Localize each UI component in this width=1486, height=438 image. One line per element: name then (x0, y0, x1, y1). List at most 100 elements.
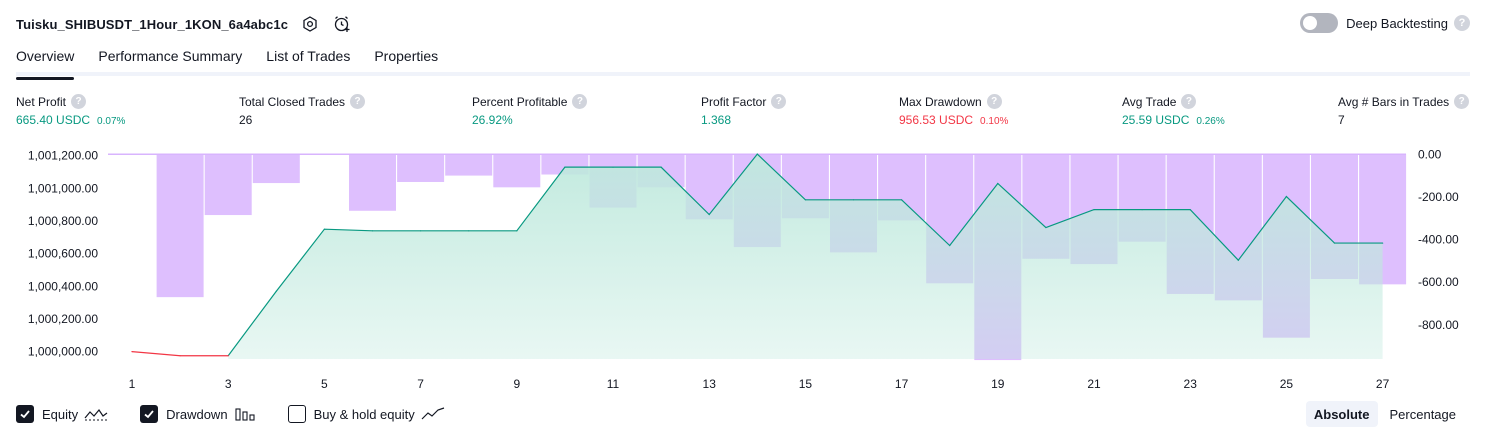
metric-label: Avg Trade (1122, 94, 1177, 109)
legend-buy-hold-equity[interactable]: Buy & hold equity (287, 405, 445, 423)
help-icon[interactable]: ? (350, 94, 366, 109)
x-axis-tick-label: 5 (321, 377, 328, 391)
mode-percentage[interactable]: Percentage (1389, 406, 1457, 422)
equity-checkbox[interactable] (16, 405, 34, 423)
help-icon[interactable]: ? (1454, 94, 1470, 109)
equity-point (660, 166, 662, 168)
metric-label: Avg # Bars in Trades (1338, 94, 1450, 109)
right-axis-tick-label: -600.00 (1418, 275, 1459, 289)
drawdown-bar (493, 154, 541, 188)
metric-net-profit: Net Profit? 665.40 USDC 0.07% (16, 93, 125, 127)
equity-point (708, 213, 710, 216)
equity-point (1382, 242, 1384, 244)
metrics-row: Net Profit? 665.40 USDC 0.07% Total Close… (0, 93, 1486, 133)
metric-profit-factor: Profit Factor? 1.368 (701, 93, 787, 127)
buy-hold-line-icon (421, 407, 445, 421)
x-axis-tick-label: 17 (895, 377, 909, 391)
strategy-title: Tuisku_SHIBUSDT_1Hour_1KON_6a4abc1c (16, 16, 289, 32)
left-axis-tick-label: 1,000,000.00 (28, 345, 98, 359)
metric-percent: 0.07% (97, 116, 126, 127)
deep-backtesting: Deep Backtesting ? (1300, 13, 1470, 33)
x-axis-tick-label: 3 (225, 377, 232, 391)
equity-point (516, 230, 518, 232)
equity-point (371, 230, 374, 232)
alarm-clock-plus-icon[interactable] (330, 12, 354, 36)
equity-drawdown-chart[interactable]: 1,000,000.00 1,000,200.00 1,000,400.00 1,00… (0, 140, 1486, 400)
drawdown-checkbox[interactable] (140, 405, 159, 423)
metric-percent: 0.26% (1196, 116, 1225, 127)
left-axis-tick-label: 1,000,600.00 (28, 247, 98, 261)
equity-point (949, 244, 951, 247)
x-axis: 1 3 5 7 9 11 13 15 17 19 21 23 25 27 (129, 377, 1390, 391)
equity-point (1237, 259, 1239, 261)
equity-point (1285, 195, 1287, 198)
metric-value: 665.40 USDC (16, 113, 91, 127)
equity-point (468, 230, 470, 232)
help-icon[interactable]: ? (986, 94, 1002, 109)
help-icon[interactable]: ? (771, 94, 787, 109)
right-axis-tick-label: -400.00 (1418, 233, 1459, 247)
metric-percent: 0.10% (980, 116, 1009, 127)
tab-properties[interactable]: Properties (374, 48, 439, 64)
metric-label: Total Closed Trades (239, 94, 346, 109)
toggle-knob (1303, 16, 1318, 30)
equity-point (275, 290, 277, 292)
tab-overview[interactable]: Overview (16, 44, 75, 80)
right-axis: 0.00 -200.00 -400.00 -600.00 -800.00 (1418, 147, 1459, 332)
right-axis-tick-label: -200.00 (1418, 190, 1459, 204)
x-axis-tick-label: 15 (799, 377, 813, 391)
metric-max-drawdown: Max Drawdown? 956.53 USDC 0.10% (899, 93, 1008, 127)
metric-value: 26 (239, 113, 253, 127)
equity-line (131, 153, 1384, 357)
equity-point (997, 182, 999, 185)
x-axis-tick-label: 7 (417, 377, 424, 391)
metric-value: 26.92% (472, 113, 513, 127)
deep-backtesting-label: Deep Backtesting (1346, 15, 1448, 31)
tab-performance-summary[interactable]: Performance Summary (98, 48, 243, 64)
metric-value: 7 (1338, 113, 1345, 127)
left-axis-tick-label: 1,000,800.00 (28, 214, 98, 228)
mode-absolute[interactable]: Absolute (1305, 401, 1378, 427)
equity-point (1333, 242, 1336, 244)
value-mode-switch: Absolute Percentage (1302, 401, 1464, 427)
drawdown-bar (349, 154, 396, 211)
drawdown-bars-icon (234, 407, 256, 421)
metric-avg-trade: Avg Trade? 25.59 USDC 0.26% (1122, 93, 1225, 127)
buy-hold-checkbox[interactable] (287, 405, 306, 423)
metric-value: 1.368 (701, 113, 732, 127)
x-axis-tick-label: 19 (991, 377, 1005, 391)
equity-point (1189, 208, 1191, 211)
legend-label: Buy & hold equity (313, 406, 415, 422)
x-axis-tick-label: 9 (513, 377, 520, 391)
equity-point (564, 166, 566, 168)
equity-point (323, 228, 325, 230)
help-icon[interactable]: ? (1454, 15, 1470, 31)
deep-backtesting-toggle[interactable] (1300, 13, 1339, 33)
equity-point (131, 351, 133, 353)
chart-legend: Equity Drawdown Buy & hold equity (16, 403, 477, 425)
report-tabs: Overview Performance Summary List of Tra… (16, 44, 1470, 80)
legend-label: Equity (42, 406, 79, 422)
check-icon (144, 410, 154, 419)
help-icon[interactable]: ? (71, 94, 87, 109)
help-icon[interactable]: ? (572, 94, 588, 109)
left-axis: 1,000,000.00 1,000,200.00 1,000,400.00 1,00… (28, 149, 98, 359)
right-axis-tick-label: -800.00 (1418, 318, 1459, 332)
equity-area-fill (228, 154, 1383, 359)
legend-drawdown[interactable]: Drawdown (140, 405, 255, 423)
left-axis-tick-label: 1,001,200.00 (28, 149, 98, 163)
x-axis-tick-label: 25 (1280, 377, 1294, 391)
legend-label: Drawdown (166, 406, 228, 422)
check-icon (20, 410, 30, 419)
equity-point (179, 355, 181, 357)
tab-list-of-trades[interactable]: List of Trades (266, 48, 351, 64)
metric-value: 25.59 USDC (1122, 113, 1190, 127)
x-axis-tick-label: 11 (607, 377, 620, 391)
equity-line-negative (131, 351, 229, 357)
help-icon[interactable]: ? (1181, 94, 1197, 109)
legend-equity[interactable]: Equity (16, 405, 108, 423)
left-axis-tick-label: 1,001,000.00 (28, 181, 98, 195)
hexagon-gear-icon[interactable] (298, 12, 322, 36)
x-axis-tick-label: 13 (703, 377, 717, 391)
equity-point (612, 166, 614, 168)
